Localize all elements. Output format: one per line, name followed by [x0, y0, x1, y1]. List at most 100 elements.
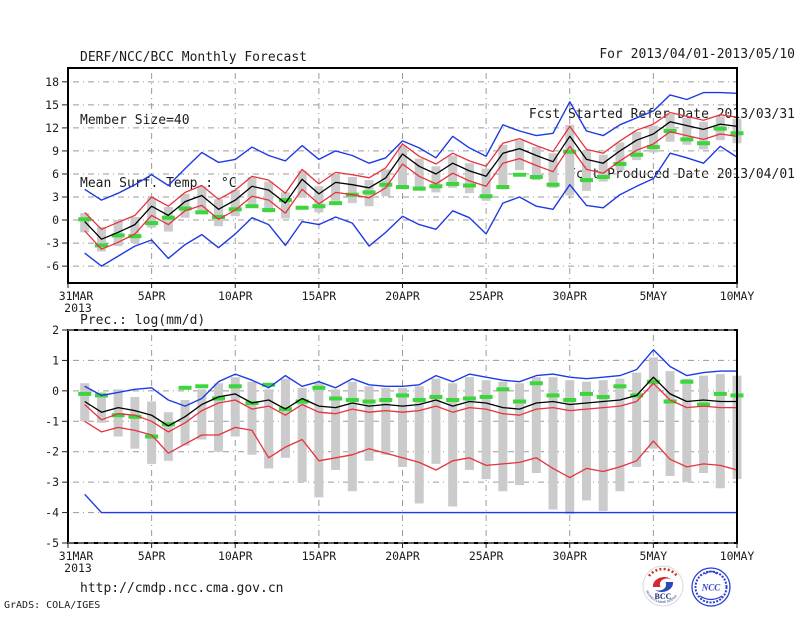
temperature-green-dashes — [396, 185, 409, 190]
temperature-green-dashes — [145, 221, 159, 226]
temperature-gray-spread-bars — [431, 166, 441, 193]
temperature-gray-spread-bars — [615, 142, 625, 171]
precipitation-gray-spread-bars — [581, 381, 591, 501]
precipitation-gray-spread-bars — [96, 392, 106, 423]
temperature-green-dashes — [178, 206, 192, 211]
precipitation-gray-spread-bars — [615, 378, 625, 492]
precipitation-blue-max-line — [84, 349, 737, 407]
temperature-green-dashes — [212, 214, 226, 219]
temperature-black-mean-line — [84, 121, 738, 240]
temperature-green-dashes — [379, 182, 393, 187]
member-size-label: Member Size=40 — [80, 113, 190, 128]
precipitation-green-dashes — [195, 384, 209, 389]
precipitation-green-dashes — [128, 414, 142, 419]
precipitation-gray-spread-bars — [197, 389, 207, 440]
precipitation-gray-spread-bars — [464, 377, 474, 470]
precipitation-green-dashes — [212, 396, 226, 401]
temperature-green-dashes — [128, 234, 142, 239]
grads-credit: GrADS: COLA/IGES — [4, 600, 101, 611]
temperature-gray-spread-bars — [632, 131, 642, 161]
temperature-y-tick-label: 15 — [45, 98, 59, 112]
precipitation-gray-spread-bars — [364, 386, 374, 461]
precipitation-x-tick-label: 15APR — [302, 549, 337, 563]
temperature-gray-spread-bars — [414, 158, 424, 191]
precipitation-x-tick-label: 20APR — [385, 549, 420, 563]
temperature-green-dashes — [161, 215, 175, 220]
precipitation-green-dashes — [697, 402, 711, 407]
precipitation-x-tick-label: 5APR — [138, 549, 166, 563]
precipitation-green-dashes — [295, 399, 309, 404]
precipitation-green-dashes — [563, 397, 577, 402]
precipitation-gray-spread-bars — [515, 383, 525, 486]
temperature-gray-spread-bars — [498, 144, 508, 190]
precipitation-gray-spread-bars — [280, 378, 290, 458]
precipitation-green-dashes — [329, 396, 343, 401]
precipitation-green-dashes — [613, 384, 627, 389]
precipitation-green-dashes — [145, 434, 159, 439]
precipitation-gray-spread-bars — [648, 357, 658, 449]
temperature-green-dashes — [446, 181, 460, 186]
temperature-gray-spread-bars — [314, 186, 324, 213]
precipitation-green-dashes — [161, 422, 175, 427]
precipitation-green-dashes — [228, 384, 242, 389]
bcc-logo: BCC BEIJING CLIMATE CENTER — [642, 565, 684, 607]
ncc-logo-label: NCC — [701, 583, 722, 593]
precipitation-chart: -5 -4 -3 -2 -1 0 1 2 31MAR 5APR 10APR 15APR 20APR 25A… — [45, 323, 754, 575]
ncc-logo: NCC — [691, 567, 731, 607]
precipitation-gray-spread-bars — [398, 387, 407, 467]
precipitation-green-dashes — [713, 391, 727, 396]
bcc-logo-label: BCC — [655, 592, 672, 601]
precipitation-gray-spread-bars — [448, 383, 458, 507]
temperature-green-dashes — [295, 205, 309, 210]
temperature-y-tick-label: 3 — [52, 190, 59, 204]
precipitation-green-dashes — [663, 399, 677, 404]
precipitation-gray-spread-bars — [264, 389, 274, 469]
precipitation-gray-spread-bars — [247, 381, 257, 455]
temperature-green-dashes — [646, 145, 660, 150]
temperature-green-dashes — [697, 141, 711, 146]
precipitation-gray-spread-bars — [565, 380, 575, 515]
precipitation-y-tick-label: 2 — [52, 323, 59, 337]
ncc-base-ribbon — [699, 595, 723, 601]
temperature-x-tick-label: 31MAR — [59, 289, 94, 303]
temperature-gray-spread-bars — [598, 154, 608, 182]
temperature-green-dashes — [462, 183, 476, 188]
precipitation-gray-spread-bars — [699, 375, 709, 474]
temperature-gray-spread-bars — [648, 125, 658, 153]
temperature-green-dashes — [245, 204, 259, 209]
precipitation-green-dashes — [262, 382, 276, 387]
temperature-gray-spread-bars — [682, 117, 692, 145]
precipitation-x-tick-label: 10MAY — [720, 549, 755, 563]
temperature-y-tick-label: 6 — [52, 167, 59, 181]
temperature-green-dashes — [479, 194, 493, 199]
precipitation-green-dashes — [312, 385, 326, 390]
precipitation-y-tick-label: 1 — [52, 353, 59, 367]
bcc-swirl-red — [652, 576, 671, 587]
precipitation-gray-spread-bars — [347, 381, 357, 492]
temperature-gray-spread-bars — [147, 197, 157, 228]
temperature-green-dashes — [329, 201, 343, 206]
precipitation-gray-spread-bars — [498, 381, 508, 492]
temperature-gray-spread-bars — [197, 186, 207, 214]
temperature-gray-spread-bars — [699, 121, 709, 150]
precipitation-blue-min-line — [84, 493, 737, 514]
precipitation-x-tick-label: 30APR — [552, 549, 587, 563]
temperature-gray-spread-bars — [398, 145, 407, 190]
forecast-range-label: For 2013/04/01-2013/05/10 — [599, 47, 795, 62]
precipitation-y-tick-label: -4 — [45, 506, 59, 520]
temperature-blue-max-line — [84, 91, 738, 201]
temperature-green-dashes — [579, 178, 593, 183]
temperature-y-tick-label: -3 — [45, 236, 59, 250]
temperature-gray-spread-bars — [448, 155, 458, 188]
precipitation-gray-spread-bars — [113, 389, 123, 437]
precipitation-gray-spread-bars — [715, 374, 725, 489]
temperature-gray-spread-bars — [347, 177, 357, 204]
temperature-gray-spread-bars — [464, 163, 474, 194]
temperature-y-tick-label: -6 — [45, 259, 59, 273]
precipitation-green-dashes — [529, 381, 543, 386]
temperature-red-lower-line — [84, 131, 738, 250]
precipitation-green-dashes — [496, 387, 510, 392]
temperature-gray-spread-bars — [130, 216, 140, 244]
precipitation-x-tick-label: 31MAR — [59, 549, 94, 563]
